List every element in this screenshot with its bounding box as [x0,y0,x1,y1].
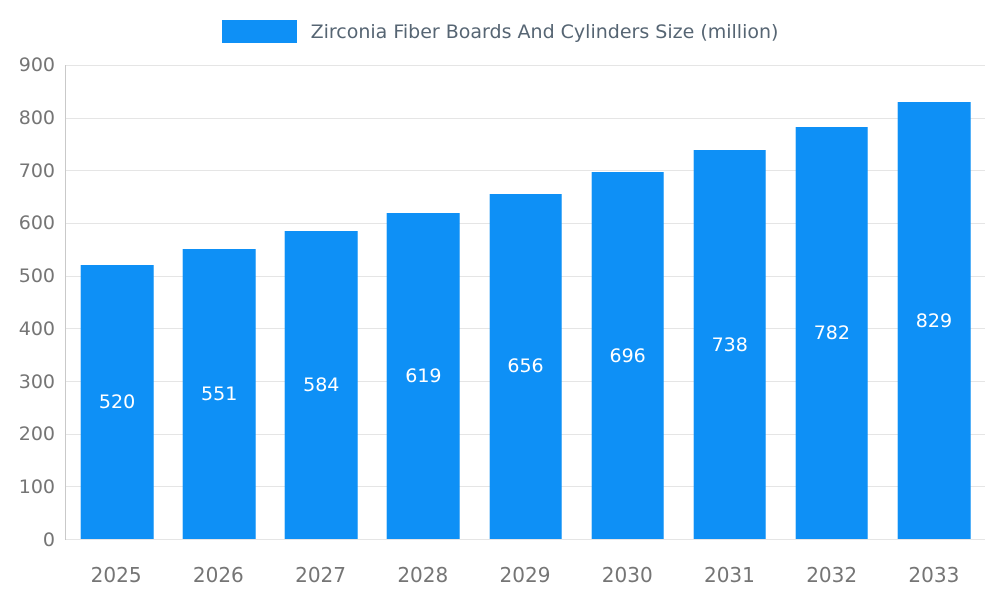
x-tick-label: 2025 [90,563,142,587]
x-tick-label: 2033 [908,563,960,587]
y-tick-label: 800 [18,106,55,129]
x-axis-labels: 2025 2026 2027 2028 2029 2030 2031 2032 2033 [65,541,985,600]
bar-value-label: 656 [507,355,544,378]
bar: 738 [693,150,767,539]
x-tick-label: 2032 [806,563,858,587]
legend-label: Zirconia Fiber Boards And Cylinders Size… [310,20,779,43]
gridline [66,170,985,172]
plot-area: 520 551 584 619 656 696 738 782 829 [65,65,985,540]
bar: 656 [489,193,562,539]
y-tick-label: 500 [18,265,55,288]
x-tick-label: 2030 [601,563,653,587]
x-tick-label: 2026 [192,563,244,587]
y-tick-label: 700 [18,159,55,182]
gridline [66,117,985,119]
bar-value-label: 738 [711,333,748,356]
bar: 520 [80,265,154,539]
y-tick-label: 200 [18,423,55,446]
y-tick-label: 900 [18,54,55,76]
bar: 696 [591,172,664,539]
x-tick-label: 2027 [295,563,346,587]
x-tick-label: 2029 [499,563,551,587]
bar-value-label: 551 [201,382,238,405]
gridline [66,539,985,540]
bar: 619 [387,213,460,539]
bar: 782 [795,127,869,539]
bar-value-label: 829 [915,309,953,332]
bar: 551 [182,248,256,539]
y-tick-label: 300 [18,370,55,393]
bar-value-label: 584 [303,374,340,397]
bar-value-label: 782 [813,322,850,345]
y-tick-label: 400 [18,317,55,340]
x-tick-label: 2028 [397,563,449,587]
bar: 829 [897,102,971,539]
bar-value-label: 520 [98,391,136,414]
x-tick-label: 2031 [703,563,755,587]
legend-item[interactable]: Zirconia Fiber Boards And Cylinders Size… [0,20,1000,43]
bar-value-label: 696 [609,344,646,367]
gridline [66,65,985,66]
bar-value-label: 619 [405,365,442,387]
y-axis-labels: 0 100 200 300 400 500 600 700 800 900 [0,54,55,551]
bar: 584 [284,231,358,539]
y-tick-label: 600 [18,212,55,235]
y-tick-label: 100 [18,476,55,499]
legend-swatch [221,20,297,43]
y-tick-label: 0 [42,529,55,551]
